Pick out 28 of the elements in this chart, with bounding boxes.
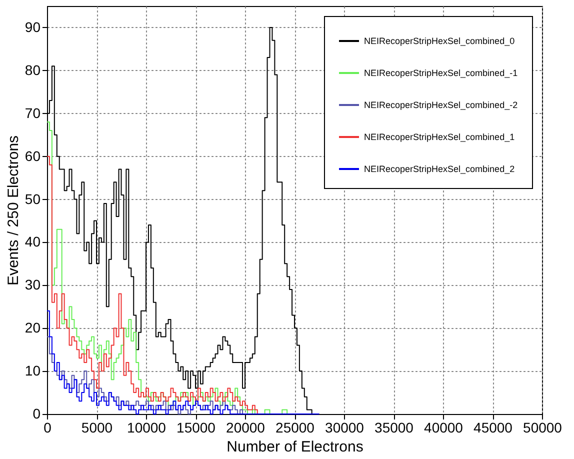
legend-label: NEIRecoperStripHexSel_combined_-2 [364,100,518,110]
x-tick-label: 35000 [374,420,414,436]
x-tick-label: 5000 [81,420,113,436]
x-tick-label: 25000 [276,420,315,436]
y-tick-label: 10 [24,362,41,379]
x-tick-label: 45000 [474,420,513,436]
x-tick-label: 0 [44,420,52,436]
y-tick-label: 20 [24,320,41,336]
legend-label: NEIRecoperStripHexSel_combined_1 [364,132,515,142]
y-tick-label: 0 [32,406,41,422]
y-tick-label: 60 [24,148,41,164]
y-tick-label: 30 [24,276,41,293]
x-tick-label: 50000 [523,420,562,436]
y-axis-title: Events / 250 Electrons [4,135,22,286]
x-axis-title: Number of Electrons [226,438,364,456]
x-tick-label: 20000 [226,420,266,436]
y-tick-label: 90 [24,18,41,35]
x-tick-label: 30000 [325,420,364,436]
y-tick-label: 80 [24,62,41,78]
y-tick-label: 70 [24,104,41,121]
y-tick-label: 40 [24,234,41,250]
legend-label: NEIRecoperStripHexSel_combined_-1 [364,68,518,78]
y-tick-label: 50 [24,190,41,207]
x-tick-label: 10000 [127,420,166,436]
legend-label: NEIRecoperStripHexSel_combined_0 [364,36,515,46]
legend-label: NEIRecoperStripHexSel_combined_2 [364,164,515,174]
x-tick-label: 40000 [424,420,464,436]
x-tick-label: 15000 [176,420,216,436]
